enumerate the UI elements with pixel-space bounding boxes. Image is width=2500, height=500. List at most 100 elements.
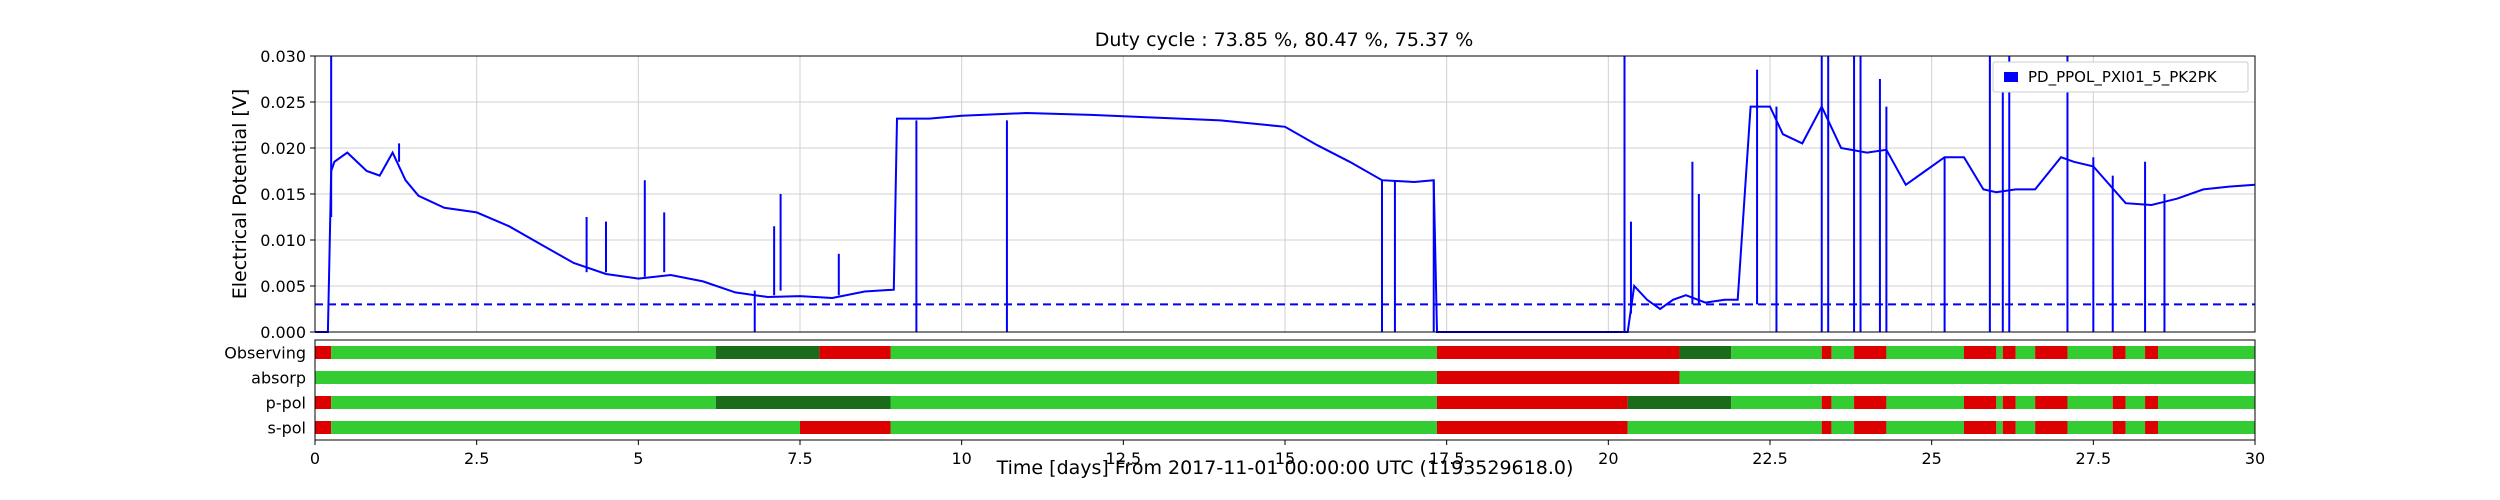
state-segment bbox=[2015, 396, 2036, 409]
state-segment bbox=[2035, 396, 2068, 409]
state-segment bbox=[1886, 421, 1964, 434]
state-segment bbox=[819, 346, 891, 359]
y-tick-label: 0.030 bbox=[260, 47, 306, 66]
y-axis-ticks: 0.000 0.005 0.010 0.015 0.020 0.025 0.030 bbox=[260, 47, 315, 342]
series-layer bbox=[315, 56, 2256, 333]
state-segment bbox=[715, 346, 820, 359]
x-tick-label: 25 bbox=[1921, 449, 1941, 468]
state-segment bbox=[1821, 346, 1832, 359]
state-segment bbox=[2145, 421, 2158, 434]
state-segment bbox=[2067, 346, 2113, 359]
x-tick-label: 27.5 bbox=[2076, 449, 2112, 468]
state-segment bbox=[1996, 396, 2003, 409]
state-segment bbox=[2035, 346, 2068, 359]
state-segment bbox=[1831, 421, 1855, 434]
state-segment bbox=[1964, 396, 1997, 409]
state-segment bbox=[1627, 396, 1732, 409]
state-segment bbox=[2158, 346, 2255, 359]
x-tick-label: 7.5 bbox=[787, 449, 812, 468]
state-row-label: s-pol bbox=[268, 419, 307, 438]
state-segment bbox=[1679, 346, 1732, 359]
x-axis-label: Time [days] From 2017-11-01 00:00:00 UTC… bbox=[996, 457, 1574, 479]
state-segment bbox=[1821, 421, 1832, 434]
state-segment bbox=[1436, 346, 1680, 359]
x-tick-label: 5 bbox=[633, 449, 643, 468]
y-tick-label: 0.005 bbox=[260, 277, 306, 296]
state-segment bbox=[2112, 346, 2126, 359]
state-segment bbox=[2035, 421, 2068, 434]
state-segment bbox=[1627, 421, 1822, 434]
state-segment bbox=[2125, 396, 2146, 409]
x-tick-label: 15 bbox=[1275, 449, 1295, 468]
state-segment bbox=[1854, 346, 1887, 359]
state-segment bbox=[2112, 396, 2126, 409]
state-segment bbox=[800, 421, 891, 434]
x-tick-label: 22.5 bbox=[1752, 449, 1788, 468]
y-tick-label: 0.015 bbox=[260, 185, 306, 204]
state-segment bbox=[2015, 346, 2036, 359]
y-tick-label: 0.010 bbox=[260, 231, 306, 250]
state-segment bbox=[2145, 346, 2158, 359]
chart-title: Duty cycle : 73.85 %, 80.47 %, 75.37 % bbox=[1095, 29, 1474, 51]
state-segment bbox=[331, 346, 716, 359]
state-segment bbox=[1436, 421, 1628, 434]
state-segment bbox=[2002, 346, 2016, 359]
state-segment bbox=[1996, 421, 2003, 434]
state-segment bbox=[2112, 421, 2126, 434]
state-segment bbox=[1831, 346, 1855, 359]
x-tick-label: 2.5 bbox=[464, 449, 489, 468]
state-segment bbox=[1436, 371, 1680, 384]
state-rows: Observing absorp p-pol s-pol bbox=[224, 339, 2256, 441]
state-segment bbox=[2015, 421, 2036, 434]
state-segment bbox=[2125, 421, 2146, 434]
state-segment bbox=[1731, 346, 1822, 359]
state-segment bbox=[2067, 421, 2113, 434]
x-tick-label: 30 bbox=[2245, 449, 2265, 468]
series-line-pd-ppol bbox=[315, 104, 2256, 333]
y-tick-label: 0.020 bbox=[260, 139, 306, 158]
state-segment bbox=[2145, 396, 2158, 409]
state-segment bbox=[2158, 396, 2255, 409]
legend: PD_PPOL_PXI01_5_PK2PK bbox=[1992, 61, 2249, 93]
x-tick-label: 12.5 bbox=[1106, 449, 1142, 468]
legend-label: PD_PPOL_PXI01_5_PK2PK bbox=[2028, 68, 2218, 87]
legend-box bbox=[1992, 61, 2249, 93]
state-segment bbox=[331, 396, 716, 409]
x-tick-label: 0 bbox=[310, 449, 320, 468]
state-segment bbox=[890, 421, 1437, 434]
state-segment bbox=[890, 346, 1437, 359]
state-segment bbox=[315, 371, 1437, 384]
y-tick-label: 0.000 bbox=[260, 323, 306, 342]
x-tick-label: 10 bbox=[951, 449, 971, 468]
state-segment bbox=[1886, 396, 1964, 409]
state-segment bbox=[315, 421, 332, 434]
main-plot-frame bbox=[314, 55, 2256, 333]
main-plot-axes: 0.000 0.005 0.010 0.015 0.020 0.025 0.030 bbox=[260, 47, 2256, 342]
state-segment bbox=[2067, 396, 2113, 409]
x-axis-ticks: 0 2.5 5 7.5 10 12.5 15 17.5 20 22.5 25 27.5 30 bbox=[310, 440, 2265, 468]
state-segment bbox=[315, 396, 332, 409]
state-segment bbox=[2158, 421, 2255, 434]
legend-swatch bbox=[2004, 72, 2018, 82]
state-segment bbox=[890, 396, 1437, 409]
state-segment bbox=[1731, 396, 1822, 409]
state-row-label: Observing bbox=[224, 344, 306, 363]
state-segment bbox=[2002, 421, 2016, 434]
y-tick-label: 0.025 bbox=[260, 93, 306, 112]
x-tick-label: 17.5 bbox=[1429, 449, 1465, 468]
x-tick-label: 20 bbox=[1598, 449, 1618, 468]
state-segment bbox=[1854, 396, 1887, 409]
state-segment bbox=[1821, 396, 1832, 409]
state-segment bbox=[1964, 346, 1997, 359]
state-segment bbox=[1831, 396, 1855, 409]
state-segment bbox=[715, 396, 891, 409]
state-segment bbox=[2125, 346, 2146, 359]
state-segment bbox=[315, 346, 332, 359]
state-segment bbox=[1964, 421, 1997, 434]
state-row-label: p-pol bbox=[266, 394, 306, 413]
state-segment bbox=[331, 421, 800, 434]
state-segment bbox=[1886, 346, 1964, 359]
state-segment bbox=[1996, 346, 2003, 359]
state-segment bbox=[1854, 421, 1887, 434]
